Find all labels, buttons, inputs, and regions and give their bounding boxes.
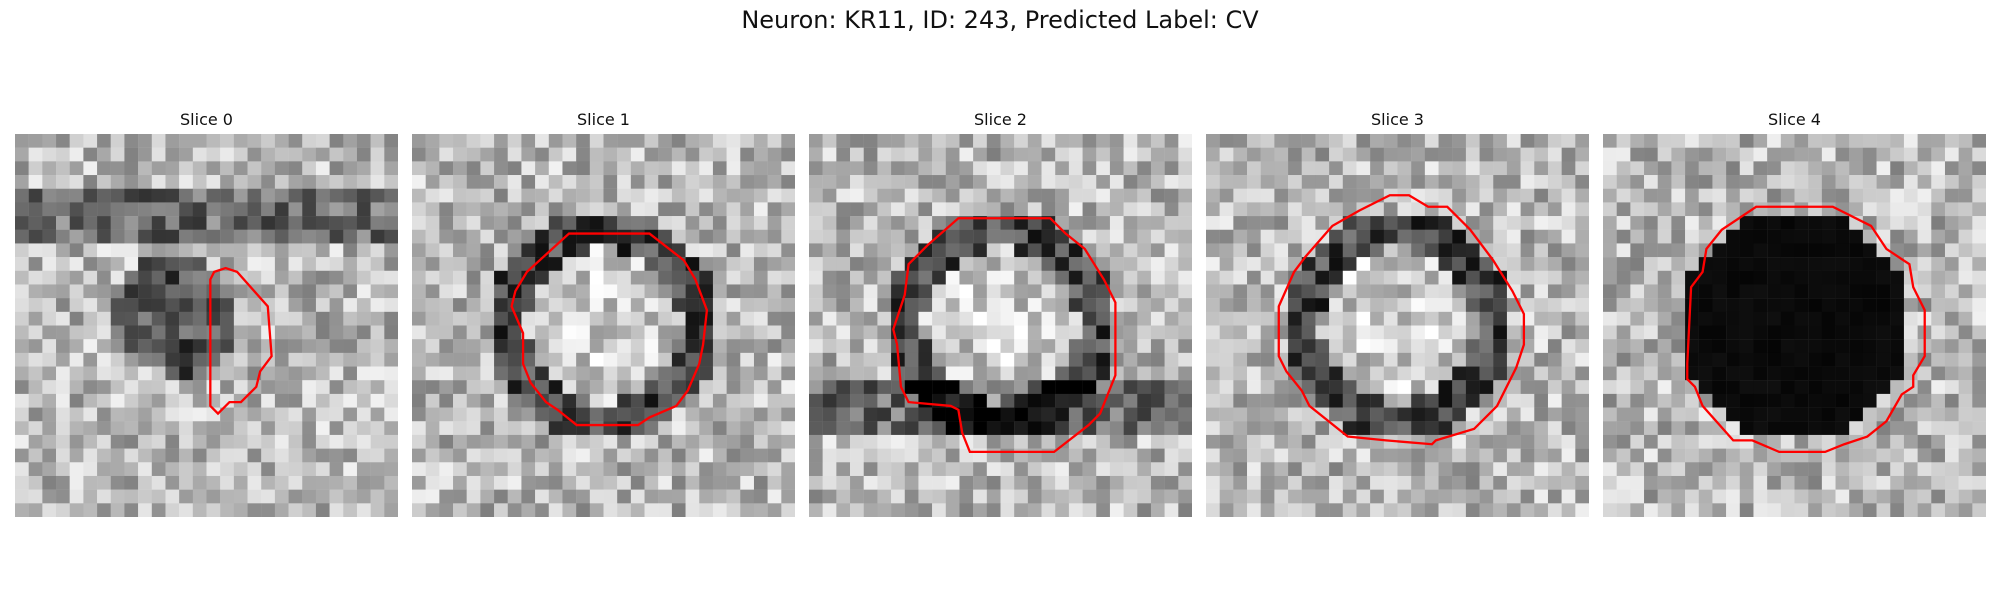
segmentation-contour	[510, 232, 709, 427]
segmentation-contour	[1686, 205, 1926, 454]
slice-3-image	[1206, 134, 1589, 517]
slice-2-title: Slice 2	[974, 110, 1027, 129]
pixel-grid	[1603, 134, 1986, 517]
slice-4-title: Slice 4	[1768, 110, 1821, 129]
segmentation-contour	[892, 217, 1117, 454]
pixel-grid	[809, 134, 1192, 517]
slice-1-image	[412, 134, 795, 517]
slice-4-image	[1603, 134, 1986, 517]
pixel-grid	[412, 134, 795, 517]
slice-0-image	[15, 134, 398, 517]
figure-title: Neuron: KR11, ID: 243, Predicted Label: …	[741, 6, 1259, 34]
slice-0-title: Slice 0	[180, 110, 233, 129]
segmentation-contour	[1277, 194, 1526, 446]
segmentation-contour	[209, 266, 273, 416]
pixel-grid	[15, 134, 398, 517]
pixel-grid	[1206, 134, 1589, 517]
slice-1-title: Slice 1	[577, 110, 630, 129]
slice-3-title: Slice 3	[1371, 110, 1424, 129]
slice-2-image	[809, 134, 1192, 517]
